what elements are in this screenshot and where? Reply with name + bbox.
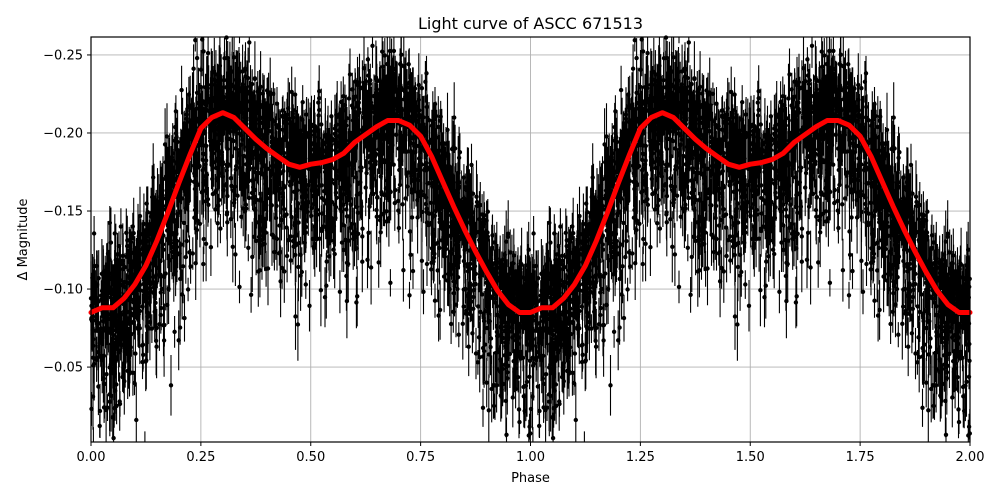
observation-points — [88, 35, 973, 442]
x-tick-label: 1.50 — [736, 450, 765, 465]
y-tick-label: −0.25 — [43, 48, 83, 63]
x-tick-label: 2.00 — [956, 450, 985, 465]
x-tick-label: 1.25 — [626, 450, 655, 465]
x-tick-label: 0.00 — [77, 450, 106, 465]
x-tick-label: 1.75 — [846, 450, 875, 465]
y-axis-ticks: −0.25 −0.20 −0.15 −0.10 −0.05 — [43, 48, 91, 376]
x-axis-label: Phase — [511, 471, 550, 486]
x-axis-ticks: 0.00 0.25 0.50 0.75 1.00 1.25 1.50 1.75 2.00 — [77, 442, 985, 465]
binned-curve-line — [88, 110, 973, 315]
x-tick-label: 0.25 — [186, 450, 215, 465]
x-tick-label: 0.50 — [296, 450, 325, 465]
y-tick-label: −0.05 — [43, 361, 83, 376]
binned-curve — [88, 110, 973, 315]
y-tick-label: −0.20 — [43, 126, 83, 141]
y-axis-label: Δ Magnitude — [16, 199, 31, 281]
x-tick-label: 1.00 — [516, 450, 545, 465]
y-tick-label: −0.15 — [43, 205, 83, 220]
y-tick-label: −0.10 — [43, 283, 83, 298]
data-points — [88, 35, 973, 441]
chart-title: Light curve of ASCC 671513 — [418, 14, 643, 33]
x-tick-label: 0.75 — [406, 450, 435, 465]
